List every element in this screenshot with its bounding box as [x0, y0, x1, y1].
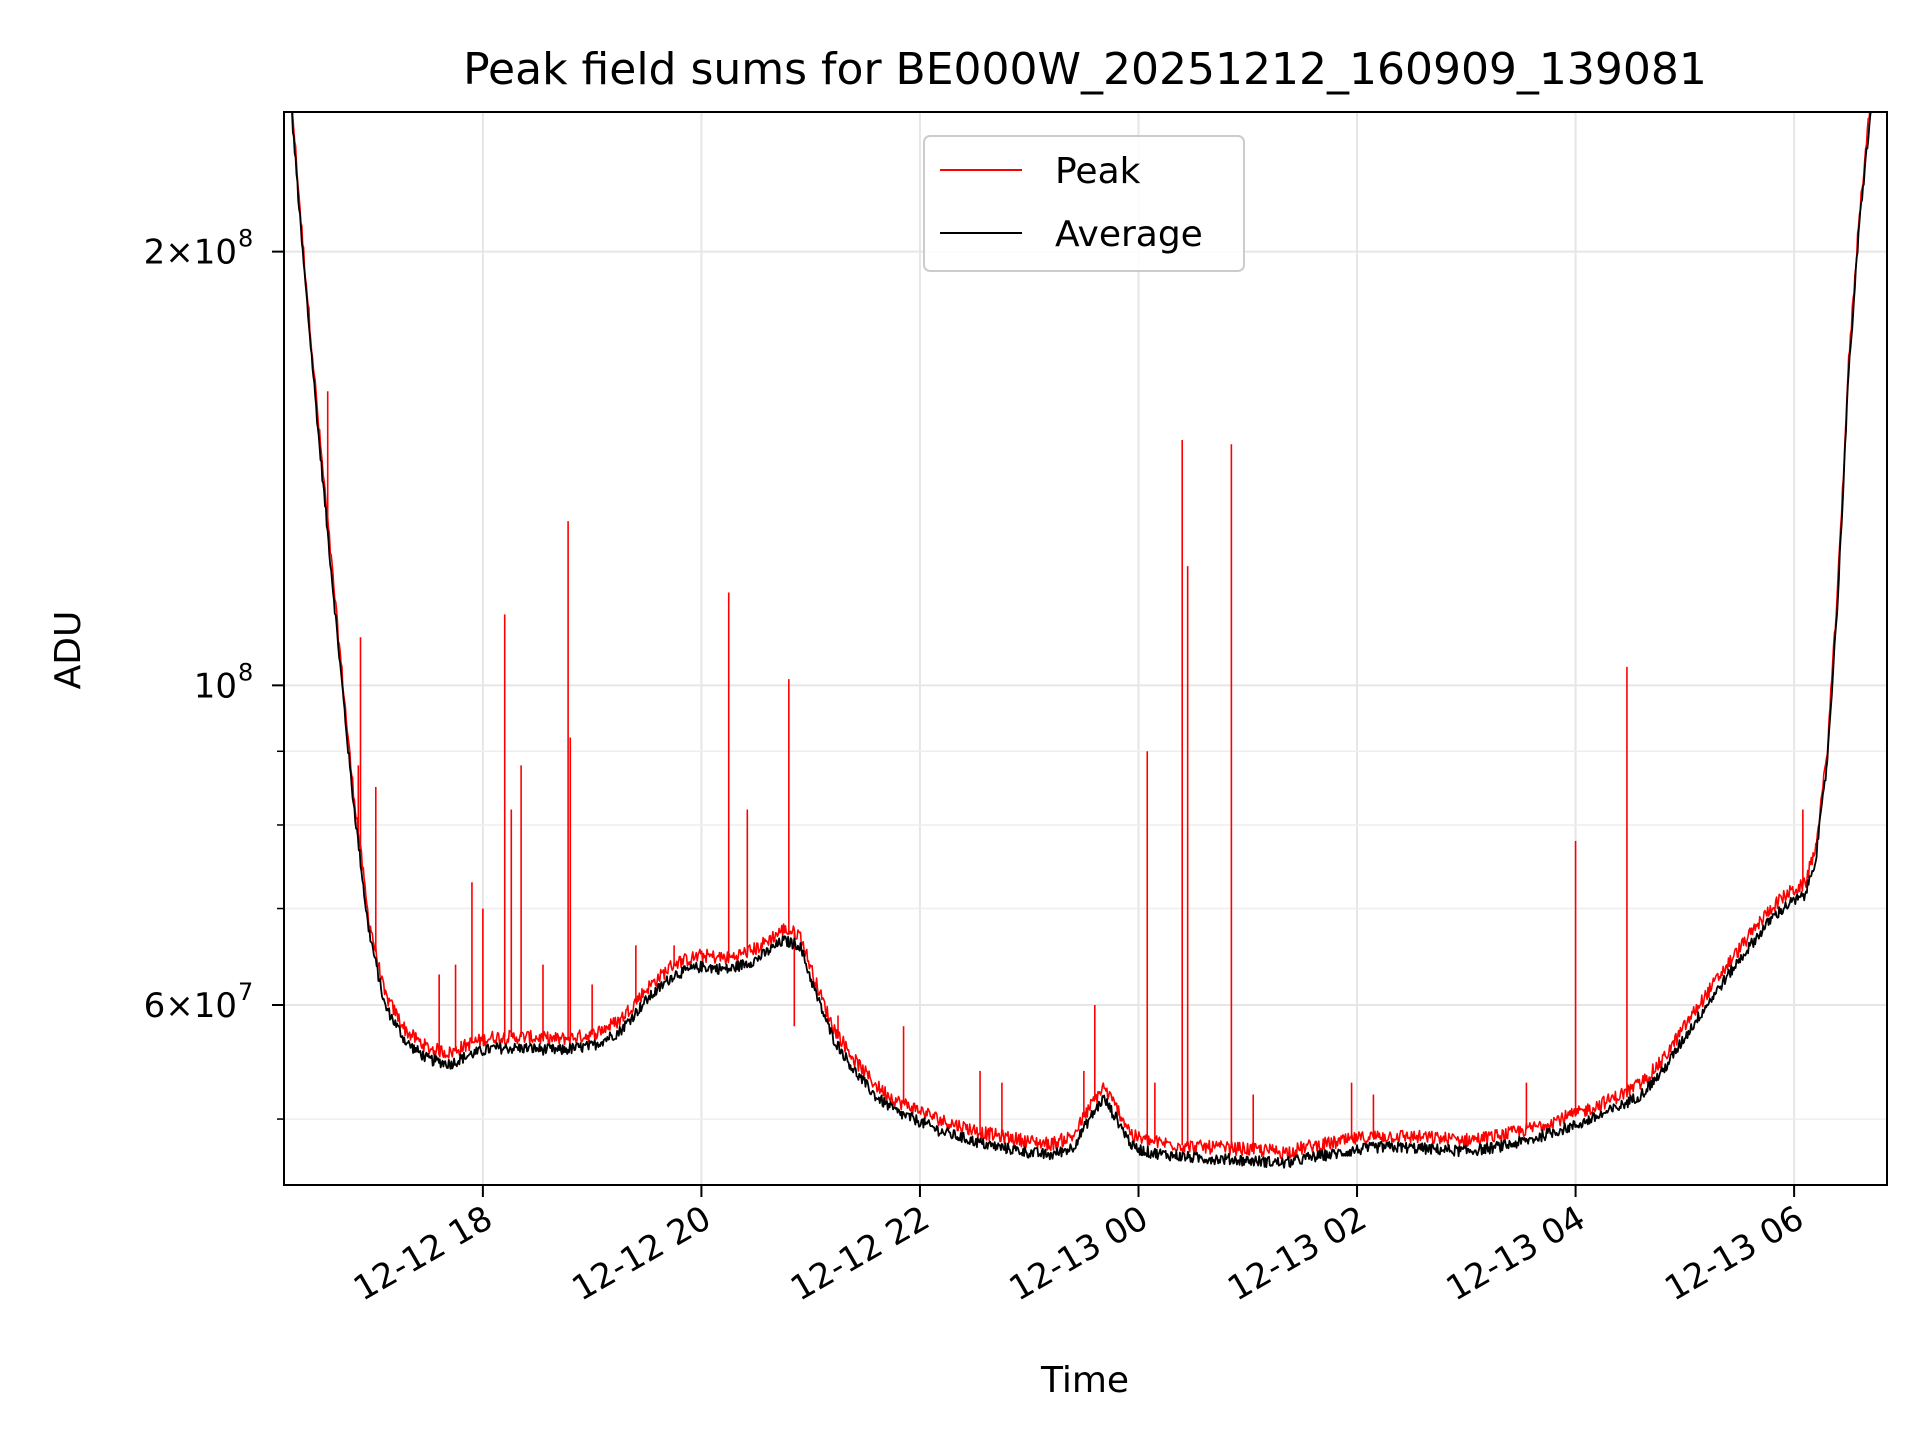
- legend-peak-label: Peak: [1055, 151, 1141, 192]
- y-tick-label-6e7-base: 6×10: [144, 986, 237, 1026]
- x-tick-label: 12-12 20: [566, 1198, 718, 1309]
- y-axis-label: ADU: [48, 611, 89, 690]
- x-tick-label: 12-13 02: [1221, 1198, 1373, 1309]
- grid-lines: [284, 112, 1887, 1185]
- x-tick-label: 12-13 06: [1658, 1198, 1810, 1309]
- series-peak-spikes: [326, 391, 1804, 1150]
- y-tick-label-2e8-times: ×10: [165, 233, 237, 273]
- chart-title: Peak field sums for BE000W_20251212_1609…: [463, 44, 1707, 95]
- y-tick-label-2e8-mantissa: 2: [144, 233, 166, 273]
- x-tick-label: 12-13 00: [1003, 1198, 1155, 1309]
- x-tick-label: 12-12 18: [347, 1198, 499, 1309]
- y-tick-label-2e8-base: 2×10: [144, 233, 237, 273]
- series-peak-line: [291, 112, 1871, 1159]
- series-average-line: [290, 112, 1872, 1169]
- x-tick-label: 12-12 22: [784, 1198, 936, 1309]
- y-tick-label-2e8: 2×10 8: [144, 225, 254, 273]
- series-layer: [290, 112, 1872, 1169]
- y-tick-label-6e7-exp: 7: [238, 978, 253, 1006]
- y-tick-label-1e8-base: 10: [194, 666, 237, 706]
- x-axis-label: Time: [1040, 1360, 1129, 1401]
- x-axis-ticks: 12-12 18 12-12 20 12-12 22 12-13 00 12-13 02…: [347, 1185, 1811, 1309]
- y-tick-label-6e7-mantissa: 6: [144, 986, 166, 1026]
- y-tick-label-6e7-times: ×10: [165, 986, 237, 1026]
- y-tick-label-1e8: 10 8: [194, 658, 254, 706]
- x-tick-label: 12-13 04: [1440, 1198, 1592, 1309]
- legend-average-label: Average: [1055, 214, 1203, 255]
- y-tick-label-6e7: 6×10 7: [144, 978, 254, 1026]
- y-axis-ticks: [272, 250, 284, 1120]
- y-tick-label-2e8-exp: 8: [238, 225, 253, 253]
- plot-frame: [283, 111, 1888, 1186]
- y-tick-label-1e8-exp: 8: [238, 658, 253, 686]
- legend: Peak Average: [923, 135, 1245, 272]
